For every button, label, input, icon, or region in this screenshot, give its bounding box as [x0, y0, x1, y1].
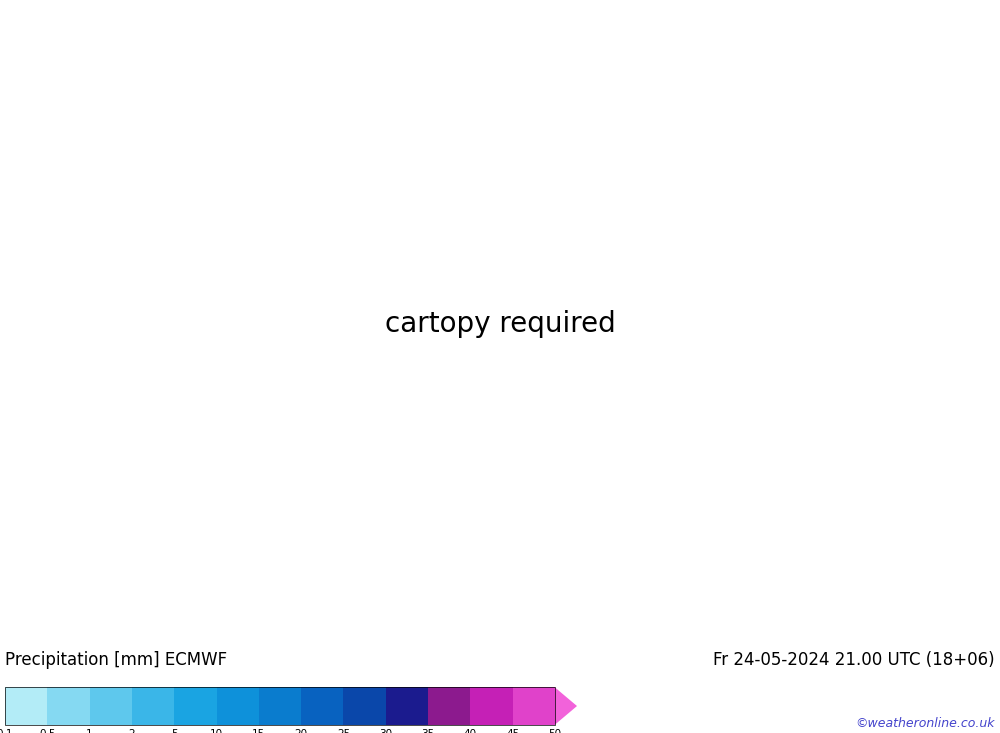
Text: 45: 45	[506, 729, 519, 733]
Text: 35: 35	[421, 729, 435, 733]
Text: cartopy required: cartopy required	[385, 310, 615, 339]
Text: 5: 5	[171, 729, 178, 733]
Text: 1: 1	[86, 729, 93, 733]
Bar	[513, 688, 555, 724]
Text: ©weatheronline.co.uk: ©weatheronline.co.uk	[856, 718, 995, 731]
Text: Fr 24-05-2024 21.00 UTC (18+06): Fr 24-05-2024 21.00 UTC (18+06)	[713, 651, 995, 669]
Text: 15: 15	[252, 729, 265, 733]
Bar	[5, 688, 47, 724]
Bar	[301, 688, 343, 724]
Bar	[5, 688, 555, 724]
Bar	[174, 688, 217, 724]
Text: 30: 30	[379, 729, 392, 733]
Text: 2: 2	[129, 729, 135, 733]
Text: 10: 10	[210, 729, 223, 733]
Text: 0.1: 0.1	[0, 729, 13, 733]
Bar	[470, 688, 513, 724]
Text: 50: 50	[548, 729, 562, 733]
Bar	[386, 688, 428, 724]
Bar	[259, 688, 301, 724]
Text: Precipitation [mm] ECMWF: Precipitation [mm] ECMWF	[5, 651, 227, 669]
Bar	[90, 688, 132, 724]
Text: 20: 20	[295, 729, 308, 733]
Bar	[428, 688, 470, 724]
Text: 25: 25	[337, 729, 350, 733]
Polygon shape	[555, 688, 577, 724]
Bar	[343, 688, 386, 724]
Bar	[47, 688, 90, 724]
Text: 40: 40	[464, 729, 477, 733]
Bar	[217, 688, 259, 724]
Text: 0.5: 0.5	[39, 729, 56, 733]
Bar	[132, 688, 174, 724]
